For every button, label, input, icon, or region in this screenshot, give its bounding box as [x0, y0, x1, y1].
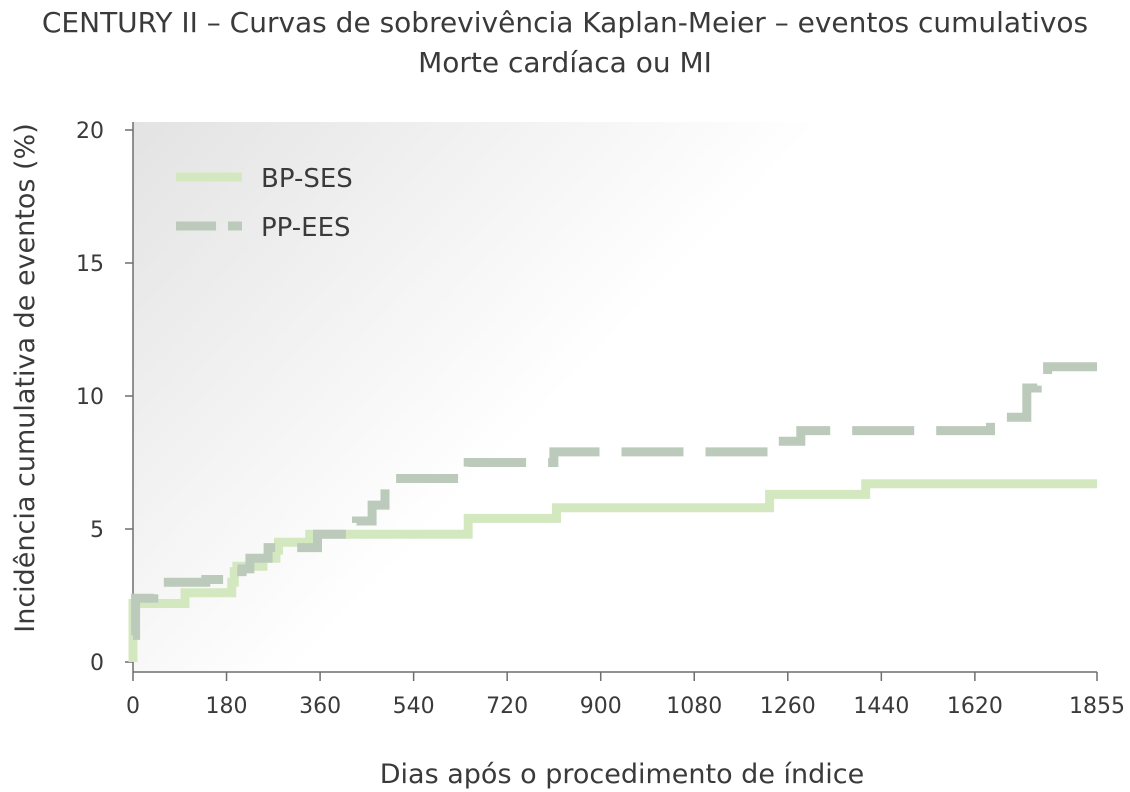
x-tick-label: 0	[126, 694, 140, 719]
legend: BP-SES PP-EES	[176, 164, 353, 243]
x-tick-label: 900	[580, 694, 622, 719]
y-axis-label: Incidência cumulativa de eventos (%)	[10, 123, 41, 633]
legend-label-bp-ses: BP-SES	[261, 164, 353, 194]
series-line-bp-ses	[128, 479, 1097, 662]
x-tick-label: 1855	[1069, 694, 1125, 719]
y-tick-label: 0	[90, 651, 104, 676]
x-axis-label: Dias após o procedimento de índice	[380, 759, 864, 790]
x-tick-label: 720	[486, 694, 528, 719]
x-tick-label: 180	[206, 694, 248, 719]
plot-background	[133, 122, 1097, 672]
y-tick-label: 5	[90, 518, 104, 543]
y-tick-label: 20	[76, 119, 104, 144]
legend-label-pp-ees: PP-EES	[261, 213, 351, 243]
x-tick-label: 1080	[666, 694, 722, 719]
series-layer	[128, 362, 1097, 662]
x-tick-label: 540	[393, 694, 435, 719]
x-tick-label: 1620	[947, 694, 1003, 719]
axes: 0 5 10 15 20 0 180 360 540 720 900 1080 1260 1440 1620…	[76, 119, 1125, 719]
chart-title: CENTURY II – Curvas de sobrevivência Kap…	[41, 6, 1089, 39]
series-line-pp-ees	[131, 362, 1097, 640]
y-tick-label: 10	[76, 385, 104, 410]
chart-subtitle: Morte cardíaca ou MI	[418, 46, 712, 79]
x-tick-label: 1440	[853, 694, 909, 719]
x-tick-label: 360	[299, 694, 341, 719]
y-tick-label: 15	[76, 252, 104, 277]
x-tick-label: 1260	[760, 694, 816, 719]
